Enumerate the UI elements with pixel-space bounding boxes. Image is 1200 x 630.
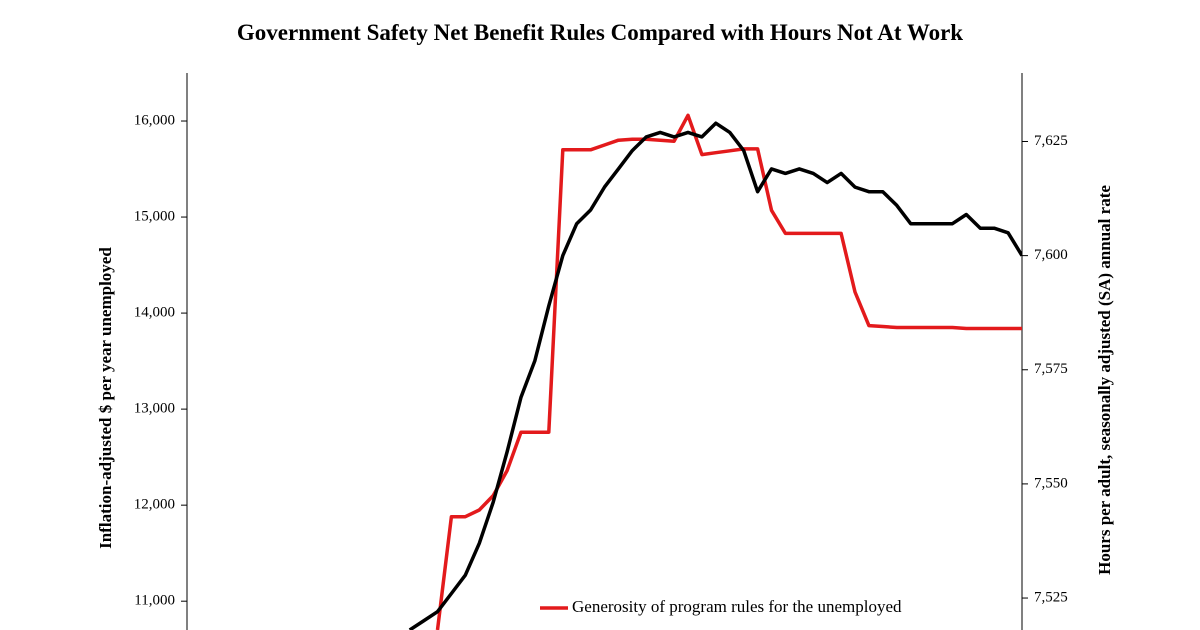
y2-tick-label: 7,550 xyxy=(1034,475,1068,491)
y-tick-label: 15,000 xyxy=(134,208,175,224)
y-axis-label: Inflation-adjusted $ per year unemployed xyxy=(96,247,115,549)
y-tick-label: 14,000 xyxy=(134,305,175,321)
y2-tick-label: 7,600 xyxy=(1034,247,1068,263)
y-tick-label: 16,000 xyxy=(134,112,175,128)
series-line xyxy=(408,121,1022,630)
y-tick-label: 12,000 xyxy=(134,497,175,513)
series-line xyxy=(435,113,1022,630)
y2-tick-label: 7,525 xyxy=(1034,589,1068,605)
legend-label: Generosity of program rules for the unem… xyxy=(572,597,902,616)
y-tick-label: 13,000 xyxy=(134,401,175,417)
y2-tick-label: 7,575 xyxy=(1034,361,1068,377)
y2-axis-label: Hours per adult, seasonally adjusted (SA… xyxy=(1095,185,1114,575)
chart-title: Government Safety Net Benefit Rules Comp… xyxy=(236,20,964,45)
plot-area xyxy=(408,113,1022,630)
y-tick-label: 11,000 xyxy=(134,593,175,609)
y2-tick-label: 7,625 xyxy=(1034,133,1068,149)
